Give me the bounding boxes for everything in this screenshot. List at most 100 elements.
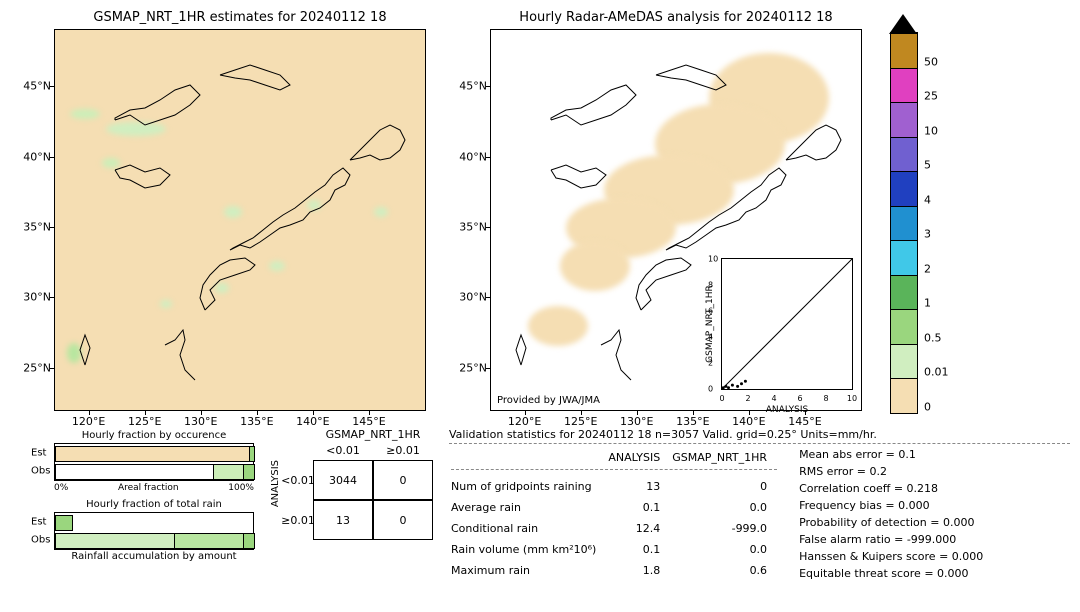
totalrain-caption: Rainfall accumulation by amount: [54, 551, 254, 562]
hbar-label: Est: [31, 517, 46, 528]
occurrence-chart: EstObs: [54, 443, 254, 481]
ct-col-label: <0.01: [313, 444, 373, 460]
stats-cell: 0.6: [672, 561, 777, 580]
hbar-segment: [249, 446, 255, 462]
ct-cell: 3044: [313, 460, 373, 500]
contingency-table: ANALYSIS GSMAP_NRT_1HR<0.01≥0.01<0.01304…: [270, 428, 433, 540]
stats-cell: Num of gridpoints raining: [451, 477, 606, 496]
colorbar: 00.010.512345102550: [890, 34, 916, 414]
ct-cell: 13: [313, 500, 373, 540]
colorbar-segment: [890, 137, 918, 173]
hbar-row: Obs: [55, 462, 253, 480]
stats-cell: Maximum rain: [451, 561, 606, 580]
stats-cell: Conditional rain: [451, 519, 606, 538]
hbar-segment: [243, 533, 255, 549]
stats-cell: 0.1: [608, 540, 670, 559]
ct-col-header: GSMAP_NRT_1HR: [313, 428, 433, 444]
ct-cell: 0: [373, 460, 433, 500]
colorbar-label: 1: [924, 297, 931, 310]
stats-header: [451, 448, 606, 467]
stats-metric: Correlation coeff = 0.218: [799, 480, 983, 497]
stats-metric: Frequency bias = 0.000: [799, 497, 983, 514]
colorbar-segment: [890, 171, 918, 207]
lon-tick: 125°E: [128, 415, 161, 428]
coastline: [491, 30, 861, 410]
hbar-label: Obs: [31, 535, 50, 546]
lon-tick: 135°E: [240, 415, 273, 428]
colorbar-label: 25: [924, 90, 938, 103]
hbar-segment: [55, 464, 215, 480]
hbar-label: Est: [31, 448, 46, 459]
hbar-row: Est: [55, 444, 253, 462]
colorbar-label: 2: [924, 262, 931, 275]
occurrence-xaxis: 0% Areal fraction 100%: [54, 483, 254, 493]
colorbar-label: 3: [924, 228, 931, 241]
ct-row-header: ANALYSIS: [270, 460, 281, 507]
coastline: [55, 30, 425, 410]
stats-cell: 0.0: [672, 540, 777, 559]
totalrain-chart: EstObs: [54, 512, 254, 550]
hbar-segment: [174, 533, 245, 549]
colorbar-segment: [890, 206, 918, 242]
colorbar-label: 10: [924, 124, 938, 137]
occ-x-caption: Areal fraction: [118, 483, 179, 493]
occurrence-title: Hourly fraction by occurence: [54, 430, 254, 441]
colorbar-label: 5: [924, 159, 931, 172]
hbar-segment: [55, 446, 251, 462]
stats-header: GSMAP_NRT_1HR: [672, 448, 777, 467]
stats-metrics-list: Mean abs error = 0.1RMS error = 0.2Corre…: [799, 446, 983, 582]
lat-tick: 45°N: [449, 80, 487, 93]
lat-tick: 40°N: [13, 150, 51, 163]
colorbar-segment: [890, 33, 918, 69]
lat-tick: 35°N: [13, 221, 51, 234]
stats-table: ANALYSISGSMAP_NRT_1HRNum of gridpoints r…: [449, 446, 779, 582]
lon-tick: 120°E: [508, 415, 541, 428]
colorbar-label: 0: [924, 401, 931, 414]
colorbar-segment: [890, 102, 918, 138]
validation-title: Validation statistics for 20240112 18 n=…: [449, 428, 1070, 441]
left-map-box: 25°N30°N35°N40°N45°N120°E125°E130°E135°E…: [54, 29, 426, 411]
ct-col-label: ≥0.01: [373, 444, 433, 460]
stats-metric: False alarm ratio = -999.000: [799, 531, 983, 548]
stats-cell: 0.0: [672, 498, 777, 517]
hbar-segment: [55, 515, 73, 531]
stats-cell: 0: [672, 477, 777, 496]
colorbar-segment: [890, 275, 918, 311]
right-map-title: Hourly Radar-AMeDAS analysis for 2024011…: [490, 10, 862, 25]
validation-stats: Validation statistics for 20240112 18 n=…: [449, 428, 1070, 582]
occ-x-left: 0%: [54, 483, 68, 493]
divider: [449, 443, 1070, 444]
top-row: GSMAP_NRT_1HR estimates for 20240112 18 …: [10, 10, 1070, 414]
left-map-panel: GSMAP_NRT_1HR estimates for 20240112 18 …: [54, 10, 426, 414]
right-map-panel: Hourly Radar-AMeDAS analysis for 2024011…: [490, 10, 862, 414]
colorbar-segment: [890, 344, 918, 380]
lat-tick: 30°N: [449, 291, 487, 304]
lat-tick: 30°N: [13, 291, 51, 304]
hbar-row: Obs: [55, 531, 253, 549]
lat-tick: 45°N: [13, 80, 51, 93]
colorbar-label: 50: [924, 55, 938, 68]
lon-tick: 145°E: [352, 415, 385, 428]
stats-cell: 1.8: [608, 561, 670, 580]
lat-tick: 25°N: [13, 361, 51, 374]
hbar-label: Obs: [31, 466, 50, 477]
stats-metric: Probability of detection = 0.000: [799, 514, 983, 531]
stats-cell: 0.1: [608, 498, 670, 517]
lon-tick: 120°E: [72, 415, 105, 428]
ct-cell: 0: [373, 500, 433, 540]
bottom-row: Hourly fraction by occurence EstObs 0% A…: [10, 428, 1070, 582]
right-map-box: GSMAP_NRT_1HR ANALYSIS 00224466881010 Pr…: [490, 29, 862, 411]
hbar-row: Est: [55, 513, 253, 531]
lon-tick: 140°E: [296, 415, 329, 428]
colorbar-arrow-icon: [889, 14, 917, 34]
lon-tick: 125°E: [564, 415, 597, 428]
ct-grid: GSMAP_NRT_1HR<0.01≥0.01<0.0130440≥0.0113…: [283, 428, 433, 540]
ct-row-label: <0.01: [283, 460, 313, 500]
lon-tick: 145°E: [788, 415, 821, 428]
lon-tick: 130°E: [184, 415, 217, 428]
colorbar-segment: [890, 378, 918, 414]
colorbar-label: 4: [924, 193, 931, 206]
stats-metric: Equitable threat score = 0.000: [799, 565, 983, 582]
occ-x-right: 100%: [228, 483, 254, 493]
lat-tick: 25°N: [449, 361, 487, 374]
